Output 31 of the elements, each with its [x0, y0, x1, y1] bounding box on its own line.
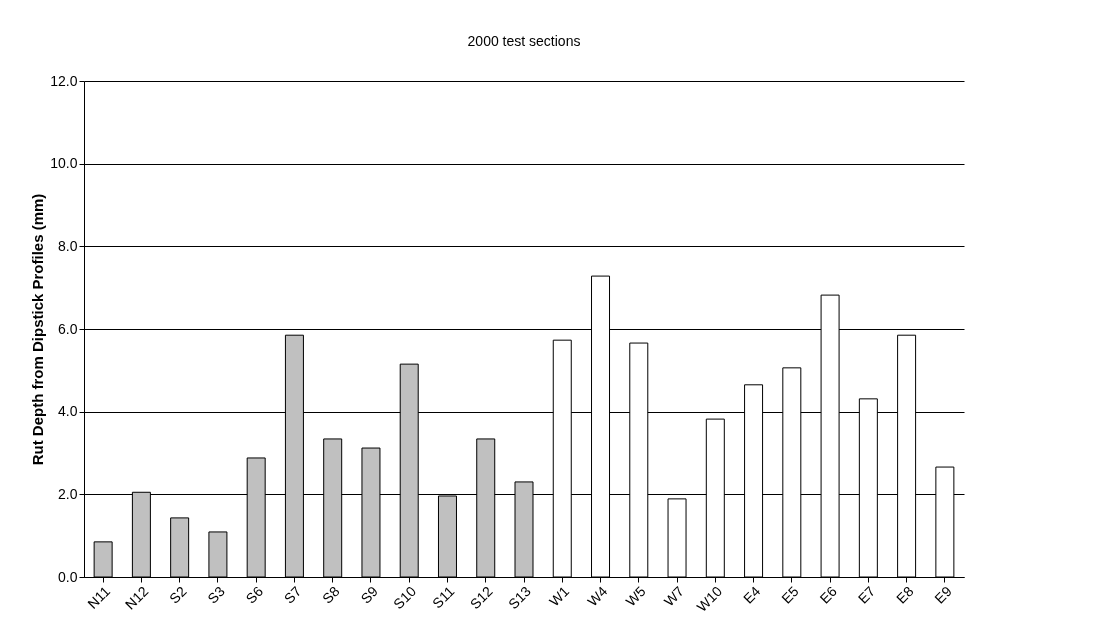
x-tick-label: E8 [893, 582, 917, 607]
x-tick-label: W7 [660, 582, 688, 610]
x-tick-label: W5 [622, 582, 649, 610]
y-tick-label: 6.0 [58, 320, 78, 337]
x-tick-label: E9 [931, 582, 955, 607]
x-tick-label: S9 [357, 582, 382, 607]
x-tick-label: S13 [504, 582, 535, 613]
x-tick-label: E4 [740, 582, 764, 607]
y-tick-label: 0.0 [58, 568, 78, 585]
x-tick-label: S12 [466, 582, 496, 613]
x-tick-label: E5 [778, 582, 802, 607]
x-tick-label: N11 [84, 582, 114, 612]
y-tick-label: 10.0 [50, 155, 78, 172]
x-tick-label: S2 [166, 582, 190, 607]
x-tick-label: S8 [319, 582, 343, 607]
y-tick-label: 2.0 [58, 485, 78, 502]
chart-title: 2000 test sections [467, 33, 581, 49]
x-tick-label: E7 [854, 582, 879, 607]
x-tick-label: S3 [204, 582, 228, 607]
x-tick-label: W4 [584, 582, 611, 610]
x-tick-label: W1 [546, 582, 573, 610]
x-tick-label: S7 [280, 582, 305, 607]
y-tick-label: 4.0 [58, 403, 78, 420]
y-tick-label: 12.0 [50, 72, 78, 89]
y-tick-label: 8.0 [58, 237, 78, 254]
x-tick-label: S10 [390, 582, 420, 613]
x-tick-label: S6 [242, 582, 267, 607]
y-axis-title: Rut Depth from Dipstick Profiles (mm) [29, 193, 47, 466]
x-tick-label: E6 [816, 582, 841, 607]
x-tick-label: S11 [429, 582, 458, 612]
x-tick-label: N12 [121, 582, 152, 613]
